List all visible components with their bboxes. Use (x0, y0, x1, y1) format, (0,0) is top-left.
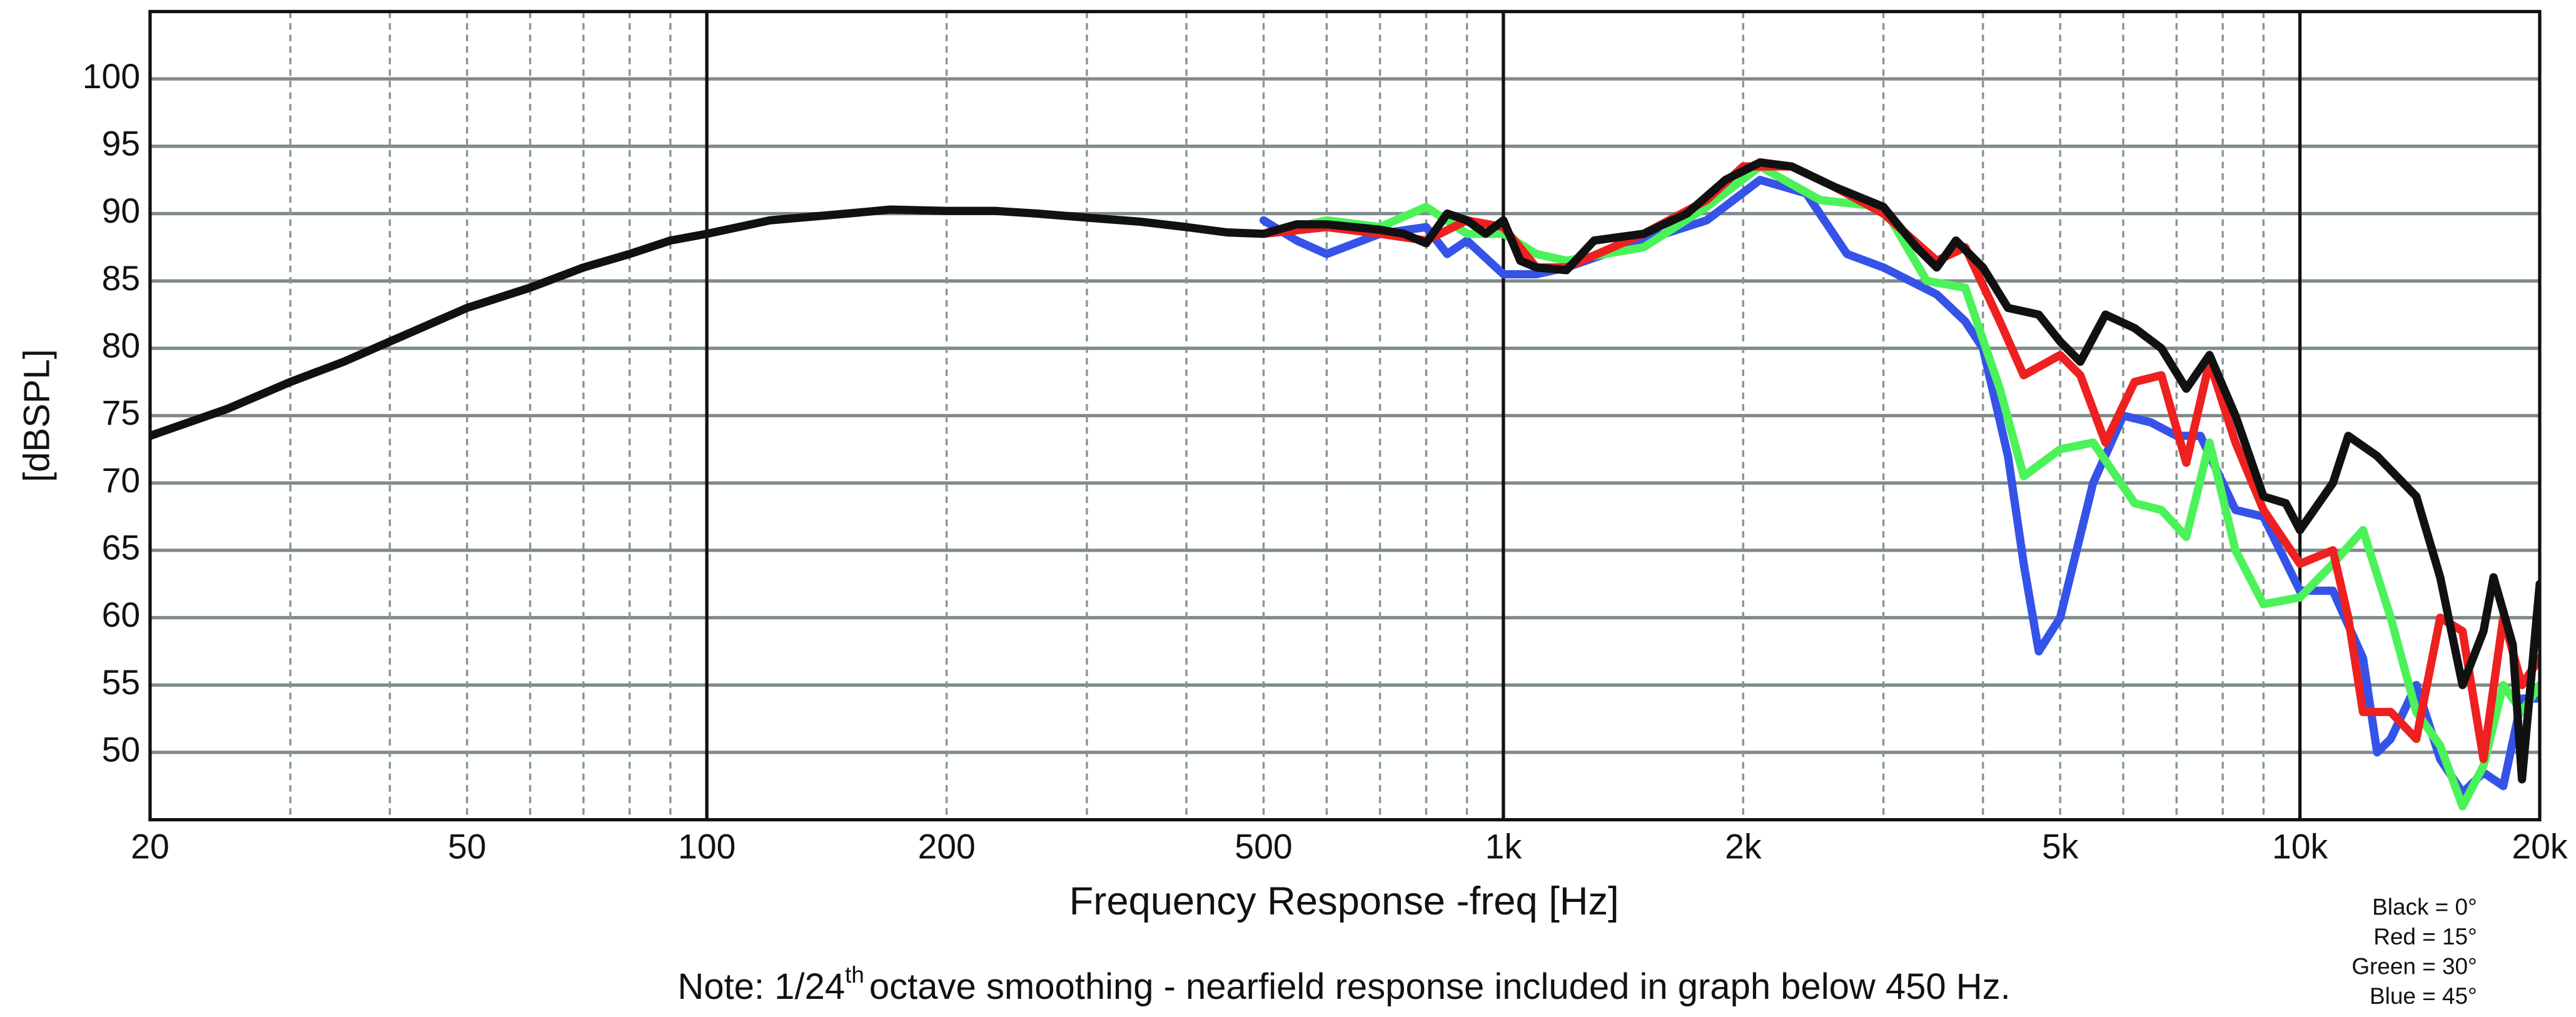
y-tick-label: 100 (83, 57, 140, 96)
x-tick-label: 20 (131, 827, 169, 866)
y-tick-label: 80 (102, 326, 141, 365)
y-tick-label: 70 (102, 461, 141, 500)
y-axis-label: [dBSPL] (17, 349, 58, 482)
labels: 50 55 60 65 70 75 80 85 90 95 100 20 50 100 200 500 1k 2k… (83, 57, 2568, 866)
x-tick-label: 20k (2512, 827, 2568, 866)
x-tick-label: 500 (1235, 827, 1292, 866)
note: Note: 1/24th octave smoothing - nearfield… (678, 962, 2011, 1008)
y-tick-label: 60 (102, 595, 141, 634)
note-prefix: Note: 1/24 (678, 967, 846, 1008)
y-tick-label: 90 (102, 191, 141, 230)
y-tick-label: 55 (102, 663, 141, 702)
x-axis-label: Frequency Response -freq [Hz] (1069, 879, 1619, 923)
y-tick-label: 75 (102, 393, 141, 432)
x-tick-label: 50 (448, 827, 487, 866)
plot-frame (148, 9, 2542, 822)
x-tick-label: 1k (1485, 827, 1522, 866)
note-suffix: octave smoothing - nearfield response in… (869, 967, 2011, 1008)
response-curve (149, 158, 2540, 784)
legend-entry: Blue = 45° (2370, 983, 2477, 1009)
note-superscript: th (845, 962, 864, 988)
curves (149, 158, 2540, 811)
x-tick-label: 100 (678, 827, 735, 866)
x-tick-label: 5k (2042, 827, 2079, 866)
x-tick-label: 10k (2272, 827, 2328, 866)
legend-entry: Red = 15° (2373, 924, 2477, 949)
y-tick-label: 50 (102, 731, 141, 769)
response-curve (1259, 176, 2540, 797)
x-tick-label: 200 (917, 827, 975, 866)
y-tick-label: 65 (102, 529, 141, 567)
y-tick-label: 95 (102, 124, 141, 163)
legend-entry: Black = 0° (2372, 894, 2477, 920)
x-tick-label: 2k (1725, 827, 1762, 866)
y-tick-label: 85 (102, 259, 141, 298)
legend: Black = 0° Red = 15° Green = 30° Blue = 45° (2351, 894, 2477, 1009)
legend-entry: Green = 30° (2351, 954, 2477, 979)
